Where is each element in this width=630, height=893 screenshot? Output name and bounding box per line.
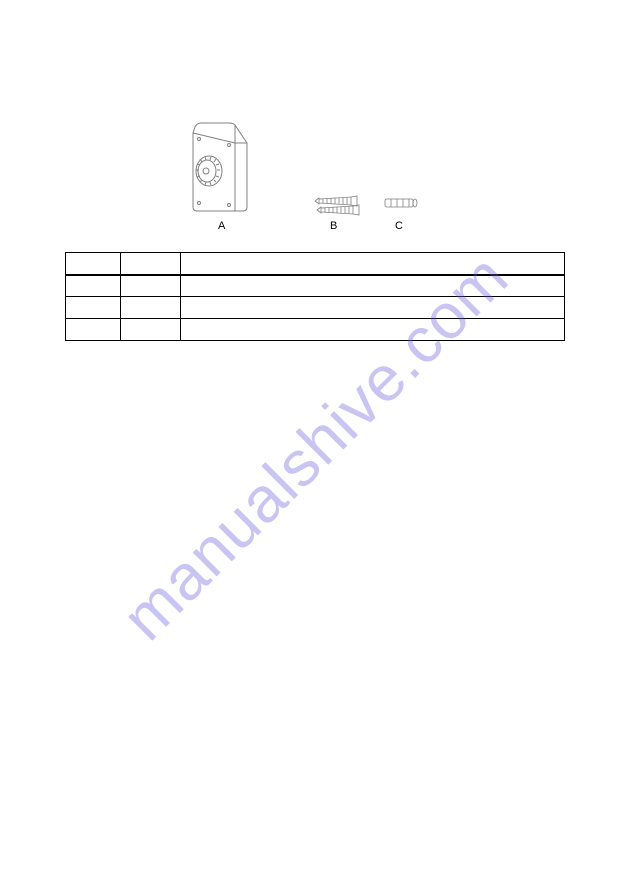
table-cell bbox=[181, 297, 565, 319]
table-cell bbox=[121, 319, 181, 341]
parts-list-table bbox=[65, 252, 565, 341]
table-row bbox=[66, 319, 565, 341]
screws-illustration bbox=[313, 195, 363, 217]
table-row bbox=[66, 297, 565, 319]
table-header-row bbox=[66, 253, 565, 275]
table-cell bbox=[66, 275, 121, 297]
wall-plugs-illustration bbox=[383, 197, 423, 213]
part-label-b: B bbox=[330, 220, 337, 232]
main-unit-illustration bbox=[185, 115, 265, 215]
table-header-cell bbox=[121, 253, 181, 275]
table-header-cell bbox=[66, 253, 121, 275]
parts-illustrations: A B C bbox=[185, 115, 465, 245]
part-label-c: C bbox=[395, 220, 403, 232]
table-cell bbox=[181, 275, 565, 297]
table-header-cell bbox=[181, 253, 565, 275]
part-label-a: A bbox=[218, 220, 225, 232]
table-cell bbox=[66, 297, 121, 319]
table-cell bbox=[121, 275, 181, 297]
table-cell bbox=[181, 319, 565, 341]
table-row bbox=[66, 275, 565, 297]
table-cell bbox=[66, 319, 121, 341]
manual-page: A B C bbox=[0, 0, 630, 893]
table-cell bbox=[121, 297, 181, 319]
